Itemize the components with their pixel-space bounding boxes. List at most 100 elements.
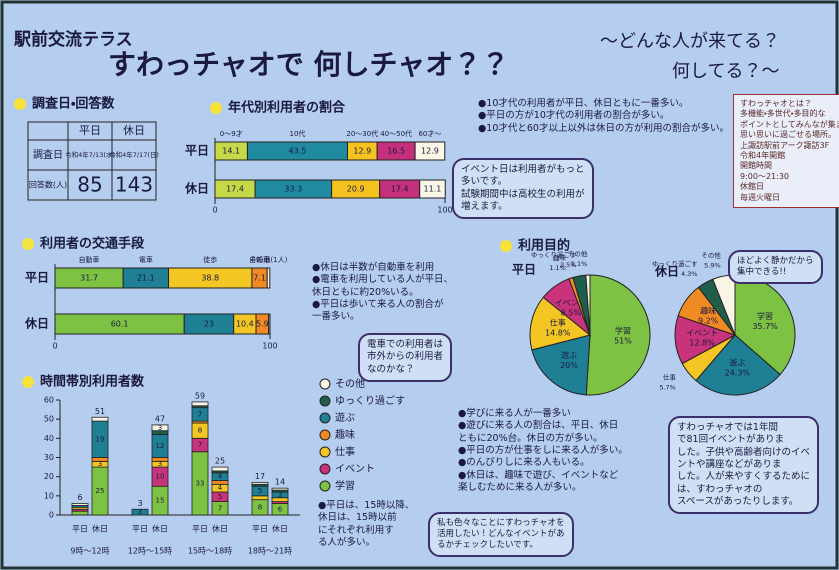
value-label: 17.4 bbox=[226, 185, 244, 194]
group-label: 15時〜18時 bbox=[188, 547, 232, 556]
note-line: ●平日は、15時以降、 bbox=[318, 500, 414, 512]
x-tick-label: 休日 bbox=[152, 524, 168, 534]
table-cell: 令和4年7/13(水) bbox=[65, 150, 115, 159]
value-label: 5 bbox=[258, 487, 262, 495]
value-label: 5 bbox=[218, 493, 222, 501]
slice-value: 4.3% bbox=[681, 270, 698, 278]
note-line: ポイントとしてみんなが集まり bbox=[740, 120, 839, 130]
group-label: 9時〜12時 bbox=[70, 547, 109, 556]
value-label: 43.5 bbox=[289, 147, 307, 156]
value-label: 17.4 bbox=[391, 185, 409, 194]
speech-bubble: 私も色々なことにすわっチャオを活用したい！どんなイベントがあるかチェックしたいで… bbox=[428, 512, 574, 557]
x-tick-label: 休日 bbox=[212, 524, 228, 534]
value-label: 12.9 bbox=[421, 147, 439, 156]
note-line: した。子供や高齢者向けのイベ bbox=[677, 447, 810, 459]
y-tick-label: 50 bbox=[44, 415, 54, 424]
bar-segment bbox=[269, 314, 270, 334]
value-label: 23 bbox=[204, 320, 214, 329]
heading-dot bbox=[210, 102, 222, 114]
value-label: 15 bbox=[156, 497, 165, 505]
kicker: 駅前交流テラス bbox=[13, 29, 133, 50]
page-body: 駅前交流テラス すわっチャオで 何しチャオ？？ 〜どんな人が来てる？ 何してる？… bbox=[0, 0, 839, 570]
value-label: 5.9 bbox=[256, 320, 269, 329]
note-line: スペースがあったりします。 bbox=[677, 496, 810, 508]
slice-value: 5.7% bbox=[659, 384, 676, 392]
slice-category: 遊ぶ bbox=[561, 350, 577, 360]
note-line: 9:00〜21:30 bbox=[740, 172, 839, 182]
series-label: 自動車 bbox=[79, 255, 100, 264]
info-box: すわっチャオとは？多機能・多世代・多目的なポイントとしてみんなが集まり思い思いに… bbox=[733, 94, 839, 208]
value-label: 7 bbox=[198, 441, 202, 449]
category-label: 平日 bbox=[25, 271, 49, 285]
slice-category: 仕事 bbox=[550, 318, 566, 328]
legend-label: 仕事 bbox=[335, 445, 355, 458]
note: ●休日は半数が自動車を利用●電車を利用している人が平日、休日ともに約20%いる。… bbox=[312, 262, 453, 324]
x-tick-label: 平日 bbox=[252, 525, 268, 534]
total-label: 6 bbox=[77, 493, 82, 502]
note-line: 私も色々なことにすわっチャオを bbox=[437, 518, 565, 529]
series-label: 10代 bbox=[289, 129, 305, 138]
total-label: 25 bbox=[215, 457, 225, 466]
note-line: ●学びに来る人が一番多い bbox=[458, 408, 628, 420]
slice-value: 24.3% bbox=[725, 368, 751, 377]
y-tick-label: 20 bbox=[44, 472, 54, 481]
y-tick-label: 60 bbox=[44, 396, 54, 405]
heading-dot bbox=[14, 98, 26, 110]
slice-value: 12.8% bbox=[689, 338, 715, 347]
subtitle: 〜どんな人が来てる？ bbox=[600, 31, 780, 52]
slice-value: 35.7% bbox=[752, 322, 778, 331]
speech-bubble: すわっチャオでは1年間で81回イベントがありました。子供や高齢者向けのイベントや… bbox=[668, 416, 819, 514]
note-line: 一番多い。 bbox=[312, 311, 453, 323]
x-tick-label: 休日 bbox=[272, 524, 288, 534]
note-line: ともに20%台。休日の方が多い。 bbox=[458, 433, 628, 445]
y-tick-label: 40 bbox=[44, 434, 54, 443]
note-line: ●平日の方が仕事をしに来る人が多い。 bbox=[458, 445, 628, 457]
note-line: で81回イベントがありま bbox=[677, 434, 810, 446]
heading-dot bbox=[22, 376, 34, 388]
table-cell: 85 bbox=[77, 173, 102, 197]
speech-bubble: イベント日は利用者がもっと多いです。試験期間中は高校生の利用が増えます。 bbox=[452, 158, 594, 219]
group-label: 12時〜15時 bbox=[128, 547, 172, 556]
note-line: なのかな？ bbox=[367, 364, 443, 376]
slice-category: ゆっくり過ごす bbox=[652, 259, 698, 268]
x-tick-label: 平日 bbox=[72, 525, 88, 534]
bar-segment bbox=[252, 482, 268, 484]
note-line: すわっチャオでは1年間 bbox=[677, 422, 810, 434]
slice-category: 学習 bbox=[615, 326, 631, 336]
note-line: ●10才代の利用者が平日、休日ともに一番多い。 bbox=[478, 98, 729, 110]
pie-label: 平日 bbox=[512, 263, 536, 277]
legend-label: その他 bbox=[335, 377, 365, 390]
legend-label: 趣味 bbox=[335, 428, 355, 441]
speech-bubble: 電車での利用者は市外からの利用者なのかな？ bbox=[358, 333, 452, 382]
section-title: 調査日・回答数 bbox=[32, 96, 115, 112]
bar-segment bbox=[72, 511, 88, 515]
x-tick-label: 100 bbox=[262, 342, 277, 351]
note-line: ほどよく静かだから bbox=[737, 256, 814, 267]
bar-segment bbox=[92, 417, 108, 421]
slice-category: その他 bbox=[701, 250, 721, 259]
bar-segment bbox=[212, 481, 228, 485]
value-label: 11.1 bbox=[424, 185, 442, 194]
value-label: 7 bbox=[218, 504, 222, 512]
note-line: ●電車を利用している人が平日、 bbox=[312, 274, 453, 286]
category-label: 平日 bbox=[185, 144, 209, 158]
note-line: ●遊びに来る人の割合は、平日、休日 bbox=[458, 420, 628, 432]
legend-label: 学習 bbox=[335, 479, 355, 492]
x-tick-label: 0 bbox=[212, 206, 217, 215]
note-line: 市外からの利用者 bbox=[367, 351, 443, 363]
note-line: ●のんびりしに来る人もいる。 bbox=[458, 457, 628, 469]
note-line: ●10才代と60才以上以外は休日の方が利用の割合が多い。 bbox=[478, 123, 729, 135]
slice-value: 14.8% bbox=[545, 329, 571, 338]
speech-bubble: ほどよく静かだから集中できる!! bbox=[728, 250, 823, 284]
x-tick-label: 平日 bbox=[192, 525, 208, 534]
slice-value: 8.5% bbox=[561, 309, 582, 318]
group-label: 18時〜21時 bbox=[248, 547, 292, 556]
slice-value: 20% bbox=[560, 361, 578, 370]
legend-swatch bbox=[320, 396, 330, 406]
note-line: 活用したい！どんなイベントがあ bbox=[437, 529, 565, 540]
slice-category: 仕事 bbox=[663, 373, 677, 382]
legend-label: イベント bbox=[335, 463, 375, 475]
value-label: 33.3 bbox=[284, 185, 302, 194]
heading-dot bbox=[500, 240, 512, 252]
note-line: 毎週火曜日 bbox=[740, 193, 839, 203]
